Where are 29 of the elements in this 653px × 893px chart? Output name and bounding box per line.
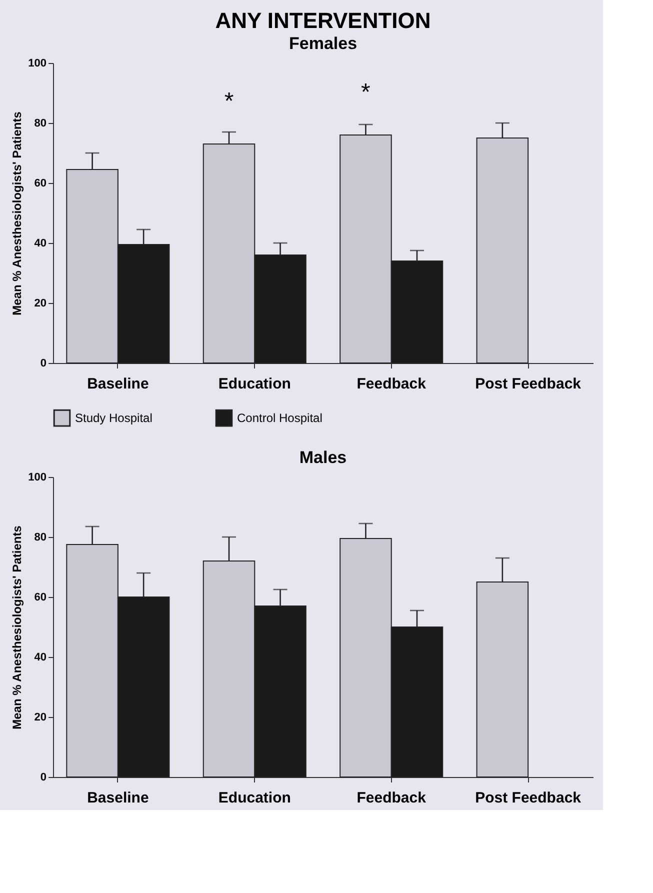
legend-label: Study Hospital [75, 411, 152, 426]
y-tick-label: 100 [28, 472, 46, 484]
y-tick-label: 80 [34, 118, 46, 130]
x-tick-label: Education [218, 376, 291, 392]
x-tick-label: Feedback [356, 790, 427, 806]
y-tick-label: 20 [34, 298, 46, 310]
y-tick-label: 40 [34, 238, 46, 250]
y-tick-label: 100 [28, 58, 46, 70]
x-tick-label: Feedback [356, 376, 427, 392]
x-tick-label: Post Feedback [475, 790, 582, 806]
annotation: * [361, 79, 370, 106]
chart-subtitle: Females [288, 34, 358, 53]
y-axis-title: Mean % Anesthesiologists' Patients [10, 111, 24, 316]
x-tick-label: Post Feedback [475, 376, 582, 392]
legend-label: Control Hospital [237, 411, 322, 426]
y-tick-label: 80 [34, 532, 46, 544]
x-tick-label: Education [218, 790, 291, 806]
y-tick-label: 0 [40, 358, 46, 370]
chart-title: ANY INTERVENTION [215, 8, 431, 33]
x-tick-label: Baseline [87, 376, 149, 392]
y-tick-label: 60 [34, 592, 46, 604]
y-tick-label: 60 [34, 178, 46, 190]
chart-title: Males [299, 448, 347, 467]
y-tick-label: 40 [34, 652, 46, 664]
x-tick-label: Baseline [87, 790, 149, 806]
y-axis-title: Mean % Anesthesiologists' Patients [10, 525, 24, 730]
annotation: * [224, 88, 234, 115]
y-tick-label: 0 [40, 772, 46, 784]
y-tick-label: 20 [34, 712, 46, 724]
